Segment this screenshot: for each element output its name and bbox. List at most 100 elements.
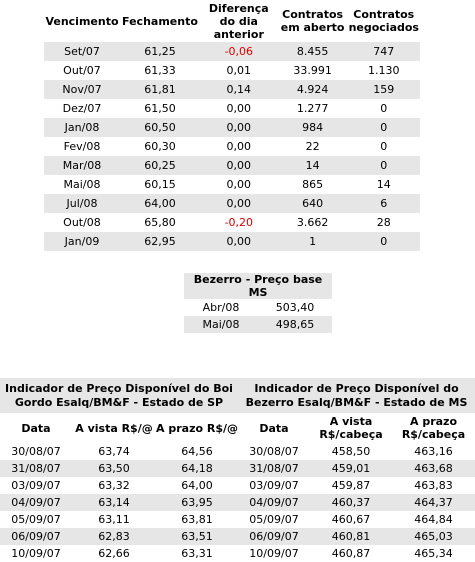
contratos-negociados-cell: 159 — [347, 80, 420, 99]
month-cell: Abr/08 — [202, 301, 240, 314]
fechamento-cell: 61,81 — [119, 80, 200, 99]
diferenca-cell: 0,00 — [199, 232, 278, 251]
boi-indicator-table: Indicador de Preço Disponível do Boi Gor… — [0, 378, 238, 562]
diferenca-cell: 0,00 — [199, 194, 278, 213]
table-row: Jul/08 64,00 0,00 640 6 — [44, 194, 420, 213]
a-prazo-cell: 465,34 — [414, 547, 453, 560]
a-prazo-cell: 464,84 — [414, 513, 453, 526]
price-cell: 503,40 — [275, 301, 315, 314]
table-row: 05/09/07 460,67 464,84 — [238, 511, 475, 528]
date-cell: 10/09/07 — [11, 547, 61, 560]
a-vista-cell: 459,01 — [310, 460, 392, 477]
date-cell: 30/08/07 — [249, 445, 299, 458]
fechamento-cell: 61,50 — [144, 102, 176, 115]
table-row: 31/08/07 63,50 64,18 — [0, 460, 238, 477]
date-cell: 06/09/07 — [238, 528, 310, 545]
table-row: 10/09/07 62,66 63,31 — [0, 545, 238, 562]
table-row: 30/08/07 63,74 64,56 — [0, 443, 238, 460]
diferenca-cell: 0,00 — [226, 178, 252, 191]
contratos-aberto-cell: 4.924 — [277, 80, 348, 99]
a-vista-cell: 62,83 — [72, 528, 156, 545]
a-vista-cell: 63,50 — [72, 460, 156, 477]
contratos-negociados-cell: 0 — [380, 140, 388, 153]
table-row: Set/07 61,25 -0,06 8.455 747 — [44, 42, 420, 61]
fechamento-cell: 60,30 — [144, 140, 176, 153]
vencimento-cell: Out/08 — [63, 216, 101, 229]
bezerro-indicator-title: Indicador de Preço Disponível do Bezerro… — [238, 378, 475, 413]
table-row: Mai/08 498,65 — [184, 316, 332, 333]
price-cell: 498,65 — [258, 316, 332, 333]
month-cell: Mai/08 — [184, 316, 258, 333]
date-cell: 31/08/07 — [0, 460, 72, 477]
date-cell: 06/09/07 — [0, 528, 72, 545]
date-cell: 04/09/07 — [238, 494, 310, 511]
a-vista-cell: 460,67 — [331, 513, 371, 526]
table-row: 03/09/07 459,87 463,83 — [238, 477, 475, 494]
diferenca-cell: 0,00 — [226, 102, 252, 115]
a-vista-cell: 63,74 — [98, 445, 130, 458]
fechamento-cell: 61,25 — [119, 42, 200, 61]
table-row: 04/09/07 63,14 63,95 — [0, 494, 238, 511]
futures-header-fechamento: Fechamento — [122, 14, 198, 28]
a-prazo-cell: 63,81 — [181, 513, 213, 526]
fechamento-cell: 65,80 — [144, 216, 176, 229]
contratos-negociados-cell: 28 — [376, 216, 391, 229]
contratos-negociados-cell: 6 — [347, 194, 420, 213]
a-vista-cell: 460,81 — [310, 528, 392, 545]
date-cell: 30/08/07 — [11, 445, 61, 458]
table-row: 04/09/07 460,37 464,37 — [238, 494, 475, 511]
table-row: Jan/08 60,50 0,00 984 0 — [44, 118, 420, 137]
table-row: 30/08/07 458,50 463,16 — [238, 443, 475, 460]
date-cell: 05/09/07 — [11, 513, 61, 526]
a-prazo-cell: 463,83 — [414, 479, 453, 492]
contratos-negociados-cell: 0 — [380, 102, 388, 115]
table-row: Abr/08 503,40 — [184, 299, 332, 316]
table-row: 10/09/07 460,87 465,34 — [238, 545, 475, 562]
boi-header-a-vista: A vista R$/@ — [75, 421, 153, 435]
vencimento-cell: Jan/08 — [44, 118, 120, 137]
table-row: Jan/09 62,95 0,00 1 0 — [44, 232, 420, 251]
a-vista-cell: 459,87 — [331, 479, 371, 492]
contratos-negociados-cell: 0 — [347, 232, 420, 251]
a-prazo-cell: 64,18 — [156, 460, 238, 477]
contratos-aberto-cell: 640 — [277, 194, 348, 213]
date-cell: 03/09/07 — [249, 479, 299, 492]
contratos-negociados-cell: 1.130 — [368, 64, 400, 77]
contratos-aberto-cell: 8.455 — [277, 42, 348, 61]
table-row: Out/07 61,33 0,01 33.991 1.130 — [44, 61, 420, 80]
a-vista-cell: 63,32 — [98, 479, 130, 492]
diferenca-cell: 0,14 — [199, 80, 278, 99]
table-row: Out/08 65,80 -0,20 3.662 28 — [44, 213, 420, 232]
fechamento-cell: 62,95 — [119, 232, 200, 251]
contratos-negociados-cell: 0 — [347, 156, 420, 175]
vencimento-cell: Mai/08 — [63, 178, 101, 191]
a-prazo-cell: 465,03 — [392, 528, 475, 545]
table-row: Nov/07 61,81 0,14 4.924 159 — [44, 80, 420, 99]
a-vista-cell: 460,87 — [331, 547, 371, 560]
futures-header-contratos-negociados: Contratos negociados — [348, 8, 419, 34]
table-row: Mai/08 60,15 0,00 865 14 — [44, 175, 420, 194]
bezerro-indicator-table: Indicador de Preço Disponível do Bezerro… — [238, 378, 475, 562]
a-vista-cell: 62,66 — [98, 547, 130, 560]
vencimento-cell: Set/07 — [44, 42, 120, 61]
a-prazo-cell: 63,31 — [181, 547, 213, 560]
table-row: Mar/08 60,25 0,00 14 0 — [44, 156, 420, 175]
boi-indicator-title: Indicador de Preço Disponível do Boi Gor… — [0, 378, 238, 413]
date-cell: 03/09/07 — [11, 479, 61, 492]
contratos-negociados-cell: 14 — [376, 178, 391, 191]
contratos-aberto-cell: 3.662 — [296, 216, 329, 229]
a-prazo-cell: 463,16 — [414, 445, 453, 458]
table-row: Fev/08 60,30 0,00 22 0 — [44, 137, 420, 156]
futures-header-vencimento: Vencimento — [45, 14, 119, 28]
futures-table: Vencimento Fechamento Diferença do dia a… — [44, 0, 420, 251]
diferenca-cell: 0,01 — [226, 64, 252, 77]
fechamento-cell: 60,25 — [119, 156, 200, 175]
futures-header-diferenca: Diferença do dia anterior — [208, 1, 269, 41]
contratos-aberto-cell: 14 — [277, 156, 348, 175]
a-vista-cell: 63,14 — [72, 494, 156, 511]
a-prazo-cell: 464,37 — [392, 494, 475, 511]
date-cell: 04/09/07 — [0, 494, 72, 511]
boi-header-data: Data — [21, 421, 51, 435]
diferenca-cell: 0,00 — [199, 156, 278, 175]
bezerro-price-table: Bezerro - Preço base MS Abr/08 503,40 Mai/… — [184, 273, 332, 333]
